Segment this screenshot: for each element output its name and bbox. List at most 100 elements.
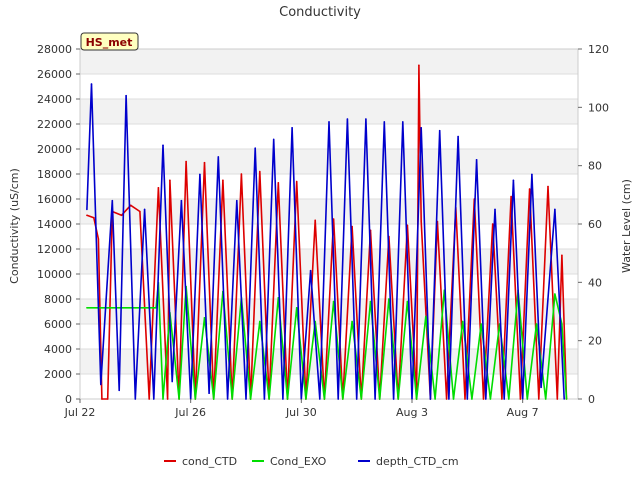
data-point: [535, 323, 538, 325]
data-point: [519, 398, 522, 400]
data-point: [245, 398, 247, 400]
x-tick-label: Aug 3: [396, 406, 428, 419]
data-point: [295, 307, 298, 309]
data-point: [309, 269, 312, 272]
legend-item-Cond_EXO: Cond_EXO: [252, 455, 327, 468]
y-tick-label: 10000: [37, 268, 72, 281]
data-point: [106, 398, 109, 400]
y2-tick-label: 100: [588, 101, 609, 114]
data-point: [392, 398, 395, 400]
data-point: [277, 182, 280, 184]
data-point: [217, 156, 220, 158]
data-point: [464, 398, 466, 400]
data-point: [355, 398, 358, 400]
data-point: [259, 170, 261, 173]
right-axis-ticks: 0 20 40 60 80 100 120: [578, 43, 609, 406]
data-point: [291, 127, 293, 129]
data-point: [415, 398, 418, 400]
data-point: [162, 398, 164, 400]
data-point: [97, 238, 100, 240]
data-point: [323, 398, 326, 400]
y-tick-label: 18000: [37, 168, 72, 181]
station-badge-label: HS_met: [86, 36, 133, 49]
data-point: [494, 208, 496, 211]
data-point: [461, 320, 464, 323]
y-tick-label: 6000: [44, 318, 72, 331]
data-point: [185, 160, 187, 163]
y2-axis-title: Water Level (cm): [620, 179, 633, 273]
data-point: [374, 398, 376, 400]
y-tick-label: 2000: [44, 368, 72, 381]
data-point: [86, 307, 88, 309]
data-point: [90, 83, 93, 85]
data-point: [342, 398, 344, 400]
data-point: [86, 208, 88, 211]
chart-title: Conductivity: [279, 5, 361, 20]
data-point: [480, 323, 483, 325]
data-point: [420, 127, 423, 129]
data-point: [134, 307, 137, 309]
data-point: [563, 398, 565, 400]
data-point: [547, 185, 549, 188]
station-badge: HS_met: [80, 32, 139, 51]
data-point: [120, 214, 123, 217]
y-tick-label: 22000: [37, 118, 72, 131]
plot-band: [80, 99, 578, 124]
data-point: [314, 219, 317, 222]
data-point: [162, 144, 164, 147]
data-point: [282, 398, 284, 400]
data-point: [139, 210, 141, 213]
x-tick-label: Jul 22: [64, 406, 96, 419]
data-point: [319, 398, 321, 400]
y-tick-label: 28000: [37, 43, 72, 56]
data-point: [526, 398, 529, 400]
data-point: [540, 386, 542, 389]
data-point: [143, 208, 146, 211]
data-point: [194, 398, 197, 400]
data-point: [438, 129, 441, 132]
y2-tick-label: 80: [588, 160, 602, 173]
legend-label: Cond_EXO: [270, 455, 327, 468]
data-point: [332, 300, 335, 303]
data-point: [466, 398, 469, 400]
y2-tick-label: 40: [588, 276, 602, 289]
data-point: [263, 398, 266, 400]
data-point: [153, 398, 155, 400]
data-point: [531, 173, 533, 176]
data-point: [351, 320, 353, 323]
station-badge-box: [80, 32, 139, 51]
data-point: [93, 216, 95, 219]
y-tick-label: 12000: [37, 243, 72, 256]
data-point: [378, 398, 381, 400]
data-point: [485, 398, 487, 400]
data-point: [402, 121, 404, 123]
data-point: [305, 398, 307, 400]
data-point: [528, 188, 531, 190]
y-axis-title: Conductivity (uS/cm): [8, 168, 21, 284]
data-point: [388, 298, 390, 300]
y-tick-label: 26000: [37, 68, 72, 81]
legend: cond_CTD Cond_EXO depth_CTD_cm: [164, 455, 459, 468]
data-point: [383, 121, 386, 123]
data-point: [222, 179, 224, 182]
y2-tick-label: 60: [588, 218, 602, 231]
x-tick-label: Jul 26: [174, 406, 206, 419]
data-point: [171, 380, 173, 383]
data-point: [346, 118, 349, 120]
data-point: [475, 159, 478, 161]
data-point: [169, 179, 171, 182]
data-point: [106, 307, 109, 309]
data-point: [178, 398, 180, 400]
data-point: [166, 398, 169, 400]
data-point: [406, 300, 409, 303]
data-point: [425, 315, 427, 318]
data-point: [538, 398, 540, 400]
data-point: [100, 383, 102, 386]
data-point: [226, 398, 229, 400]
data-point: [561, 254, 563, 257]
plot-band: [80, 49, 578, 74]
data-point: [561, 323, 563, 325]
data-point: [337, 398, 340, 400]
data-point: [199, 173, 201, 176]
data-point: [369, 300, 372, 303]
